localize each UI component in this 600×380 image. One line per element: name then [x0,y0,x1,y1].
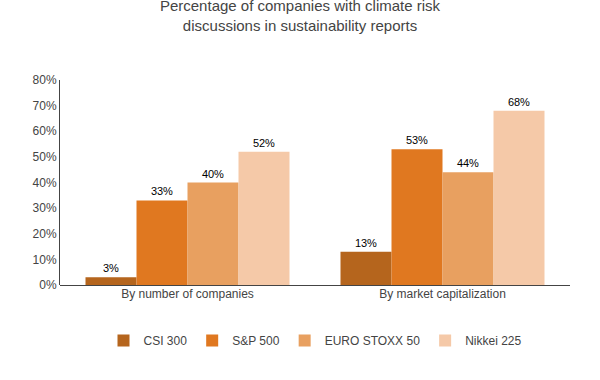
svg-text:80%: 80% [33,73,57,87]
svg-text:10%: 10% [33,253,57,267]
svg-text:EURO STOXX 50: EURO STOXX 50 [325,334,420,348]
svg-text:30%: 30% [33,201,57,215]
svg-text:53%: 53% [406,134,428,146]
svg-text:68%: 68% [508,96,530,108]
svg-text:Percentage of companies with c: Percentage of companies with climate ris… [160,0,441,34]
svg-text:S&P 500: S&P 500 [232,334,279,348]
svg-text:0%: 0% [39,278,57,292]
svg-text:Nikkei 225: Nikkei 225 [465,334,521,348]
svg-text:40%: 40% [202,168,224,180]
svg-text:By number of companies: By number of companies [121,287,254,301]
svg-text:60%: 60% [33,124,57,138]
svg-text:70%: 70% [33,99,57,113]
svg-text:44%: 44% [457,157,479,169]
svg-text:33%: 33% [151,185,173,197]
svg-text:By market capitalization: By market capitalization [379,287,506,301]
svg-text:50%: 50% [33,150,57,164]
svg-text:40%: 40% [33,176,57,190]
svg-text:13%: 13% [355,237,377,249]
svg-text:3%: 3% [103,262,119,274]
svg-text:CSI 300: CSI 300 [144,334,188,348]
svg-text:52%: 52% [253,137,275,149]
svg-text:20%: 20% [33,227,57,241]
